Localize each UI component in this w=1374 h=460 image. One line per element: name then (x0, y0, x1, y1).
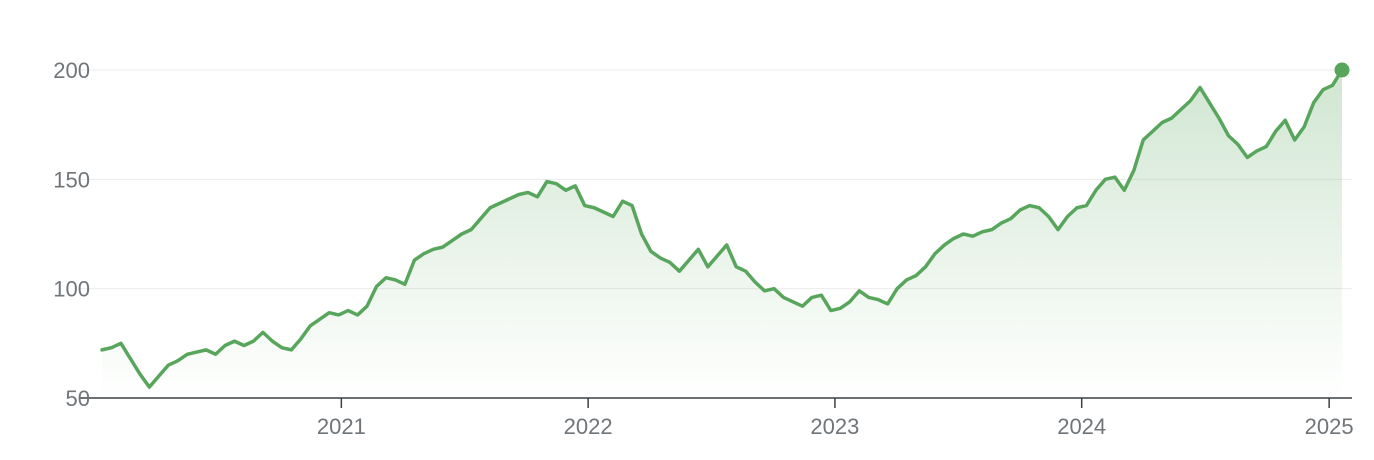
x-tick-label-2022: 2022 (564, 414, 613, 439)
area-fill (102, 70, 1342, 398)
x-tick-label-2024: 2024 (1057, 414, 1106, 439)
endpoint-marker-layer (1334, 62, 1350, 78)
y-tick-label-200: 200 (53, 58, 90, 83)
price-line (100, 68, 1344, 389)
price-line-layer (100, 68, 1344, 389)
y-tick-label-150: 150 (53, 167, 90, 192)
x-tick-label-2023: 2023 (810, 414, 859, 439)
x-tick-label-2021: 2021 (317, 414, 366, 439)
y-tick-label-50: 50 (66, 386, 90, 411)
y-tick-label-100: 100 (53, 277, 90, 302)
x-tick-label-2025: 2025 (1305, 414, 1354, 439)
latest-price-dot (1334, 62, 1350, 78)
x-axis-tick-labels: 2021 2022 2023 2024 2025 (317, 414, 1354, 439)
area-fill-layer (102, 70, 1342, 398)
y-axis-tick-labels: 50 100 150 200 (53, 58, 90, 411)
x-axis (80, 397, 1352, 408)
